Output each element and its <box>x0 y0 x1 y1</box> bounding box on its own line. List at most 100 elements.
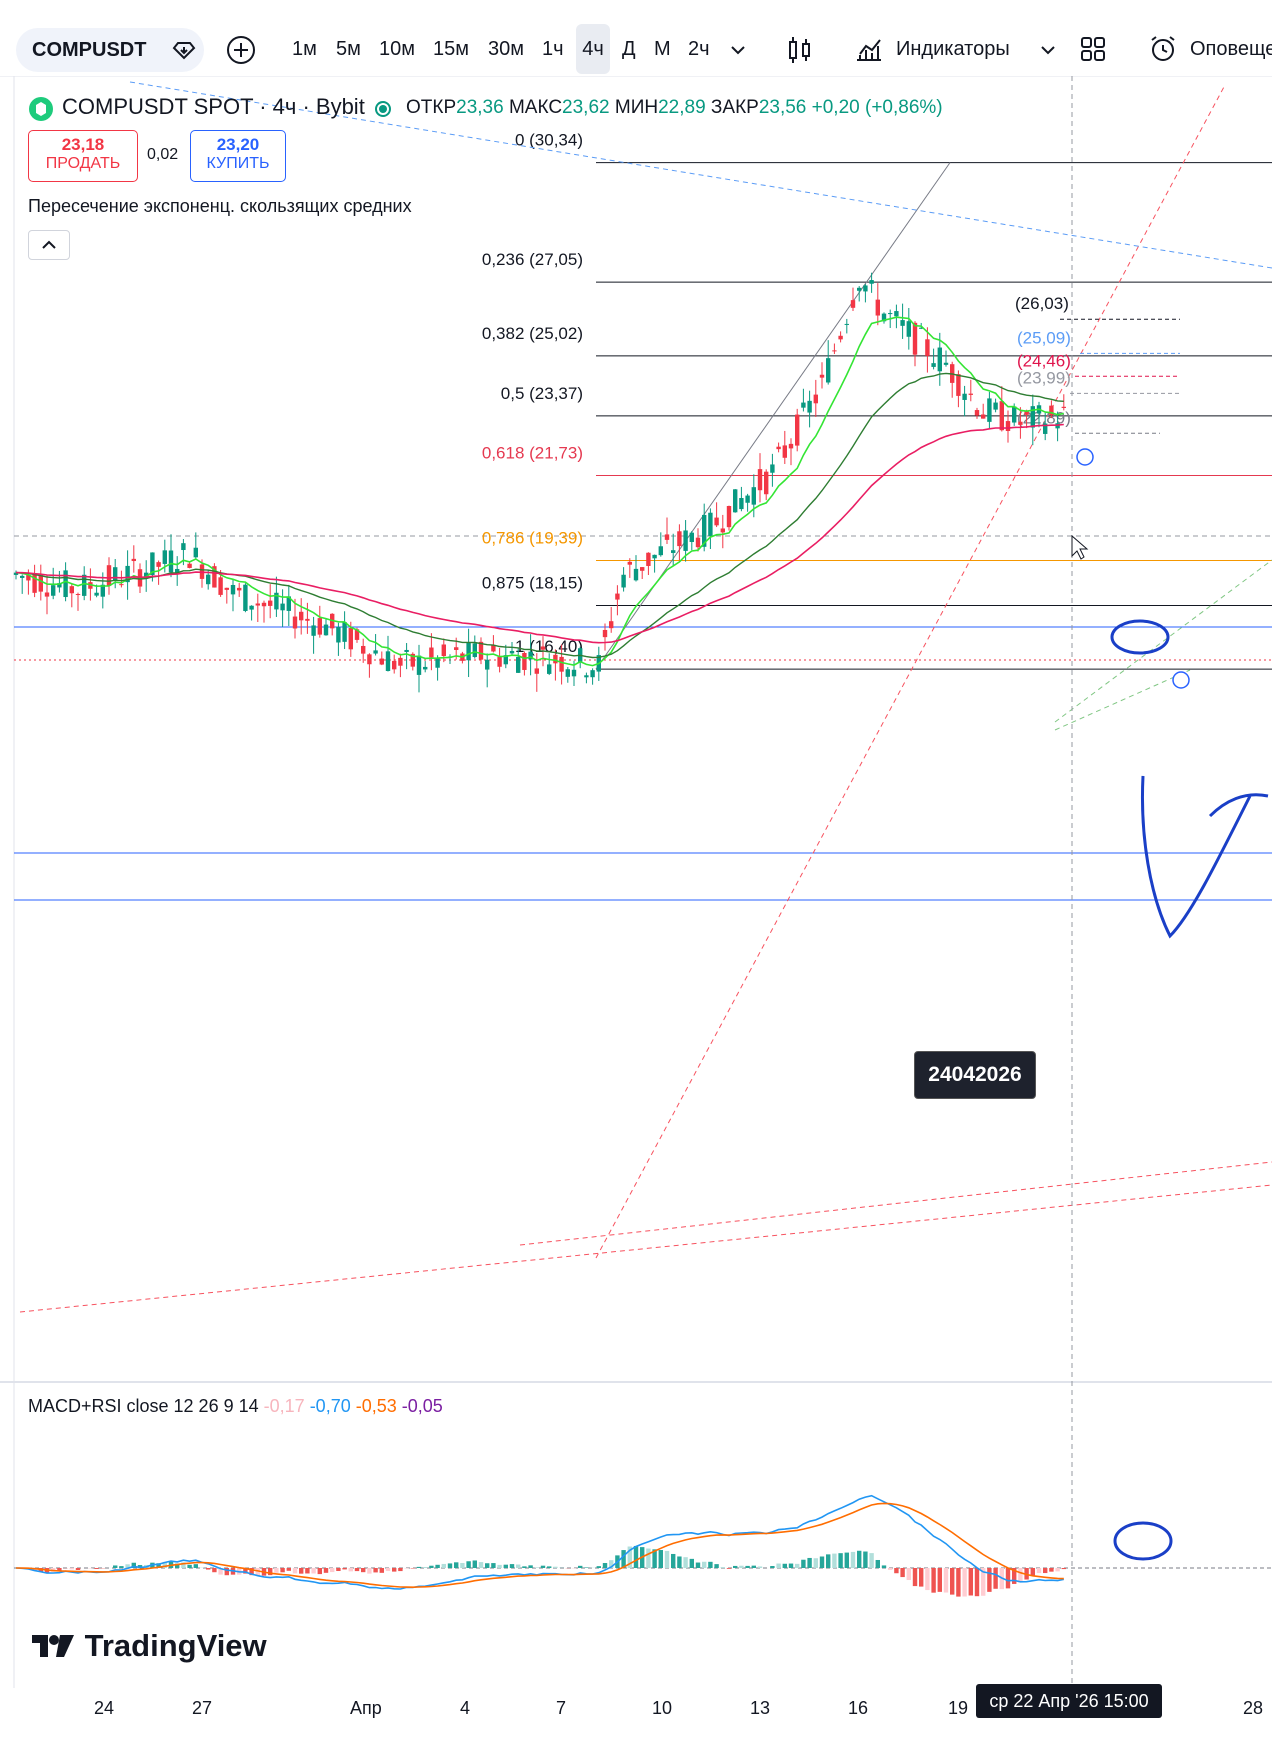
macd-histogram-bar <box>627 1546 632 1568</box>
macd-histogram-bar <box>888 1568 893 1570</box>
macd-line-value: -0,70 <box>309 1396 351 1416</box>
symbol-search[interactable]: COMPUSDT <box>16 28 204 72</box>
interval-5m[interactable]: 5м <box>336 38 361 60</box>
macd-histogram-bar <box>528 1565 533 1568</box>
close-label: ЗАКР <box>710 97 759 118</box>
macd-histogram-bar <box>739 1565 744 1568</box>
indicators-icon[interactable] <box>854 34 884 64</box>
candle-body <box>385 651 391 671</box>
macd-histogram-bar <box>491 1563 496 1568</box>
candle-body <box>726 506 732 528</box>
candle-body <box>243 584 248 611</box>
candle-body <box>770 464 775 473</box>
candle-body <box>94 592 99 596</box>
candle-body <box>987 398 992 422</box>
macd-histogram-bar <box>683 1557 688 1568</box>
candle-body <box>906 321 911 337</box>
macd-histogram-bar <box>274 1568 279 1573</box>
macd-histogram-bar <box>813 1558 818 1568</box>
interval-1h[interactable]: 1ч <box>542 38 564 60</box>
indicators-button[interactable]: Индикаторы <box>896 38 1010 60</box>
indicator-name: Пересечение экспоненц. скользящих средни… <box>28 196 412 216</box>
diamond-icon[interactable] <box>172 38 196 62</box>
interval-15m[interactable]: 15м <box>433 38 469 60</box>
interval-day[interactable]: Д <box>622 38 636 60</box>
sell-button[interactable]: 23,18 ПРОДАТЬ <box>28 130 138 182</box>
candle-body <box>571 669 577 677</box>
interval-4h[interactable]: 4ч <box>576 24 610 74</box>
candle-body <box>714 517 719 526</box>
macd-histogram-bar <box>268 1568 273 1576</box>
macd-histogram-bar <box>299 1568 304 1574</box>
time-tick: Апр <box>350 1698 382 1718</box>
macd-histogram-bar <box>361 1568 366 1573</box>
candle-body <box>311 625 316 636</box>
buy-button[interactable]: 23,20 КУПИТЬ <box>190 130 286 182</box>
add-symbol-icon[interactable] <box>226 35 256 65</box>
macd-histogram-bar <box>119 1566 124 1568</box>
candle-body <box>652 554 657 559</box>
macd-histogram-bar <box>832 1553 837 1568</box>
candle-body <box>646 552 651 566</box>
alerts-button[interactable]: Оповеще <box>1190 38 1272 60</box>
macd-histogram-bar <box>1061 1568 1066 1570</box>
interval-2h[interactable]: 2ч <box>688 38 710 60</box>
interval-10m[interactable]: 10м <box>379 38 415 60</box>
candle-body <box>720 528 725 533</box>
candle-body <box>63 570 68 598</box>
macd-histogram-bar <box>609 1560 614 1568</box>
candle-body <box>237 587 242 591</box>
macd-histogram-bar <box>950 1568 955 1595</box>
time-tick: 10 <box>652 1698 673 1718</box>
spread-value: 0,02 <box>147 146 179 163</box>
interval-month[interactable]: М <box>654 38 671 60</box>
candle-body <box>38 574 43 592</box>
layout-grid-icon[interactable] <box>1080 36 1106 62</box>
candle-body <box>584 675 589 678</box>
macd-histogram-bar <box>292 1568 298 1574</box>
candle-body <box>857 287 862 291</box>
macd-histogram-bar <box>317 1568 322 1575</box>
candle-body <box>999 401 1004 431</box>
interval-1m[interactable]: 1м <box>292 38 317 60</box>
candle-body <box>119 584 124 586</box>
macd-histogram-bar <box>838 1553 843 1568</box>
collapse-legend-button[interactable] <box>28 230 70 260</box>
macd-histogram-bar <box>962 1568 967 1597</box>
candle-body <box>640 567 645 571</box>
candle-body <box>230 584 236 595</box>
macd-histogram-bar <box>633 1545 639 1568</box>
macd-histogram-bar <box>993 1568 998 1589</box>
price-chart[interactable]: 0 (30,34) 0,236 (27,05) 0,382 (25,02) 0,5 (… <box>0 76 1272 1688</box>
candle-body <box>323 624 329 636</box>
interval-30m[interactable]: 30м <box>488 38 524 60</box>
alarm-clock-icon[interactable] <box>1148 34 1178 64</box>
ema-slow-line <box>15 423 1064 644</box>
candle-body <box>1043 423 1048 434</box>
candle-body <box>559 656 564 672</box>
macd-histogram-bar <box>596 1566 601 1568</box>
crosshair-time-label: ср 22 Апр '26 15:00 <box>976 1684 1162 1718</box>
candle-body <box>931 363 936 367</box>
candle-body <box>751 487 756 505</box>
macd-histogram-bar <box>472 1560 477 1568</box>
candle-body <box>392 660 397 670</box>
candle-body <box>268 600 273 606</box>
high-label: МАКС <box>508 97 563 118</box>
candle-body <box>844 323 849 325</box>
candle-body <box>472 643 477 658</box>
chevron-down-icon[interactable] <box>728 40 748 60</box>
candles-icon[interactable] <box>786 34 814 66</box>
candle-body <box>162 550 167 564</box>
candle-body <box>881 313 887 322</box>
macd-histogram-bar <box>621 1550 626 1568</box>
date-note-label[interactable]: 24042026 <box>914 1051 1036 1099</box>
candle-body <box>702 514 707 547</box>
symbol-name: COMPUSDT <box>32 39 147 61</box>
chevron-down-icon[interactable] <box>1038 40 1058 60</box>
close-value: 23,56 <box>758 97 807 118</box>
macd-histogram-bar <box>658 1550 663 1568</box>
macd-histogram-bar <box>466 1561 471 1568</box>
change-value: +0,20 (+0,86%) <box>811 97 943 118</box>
highlight-circle <box>1110 619 1170 655</box>
